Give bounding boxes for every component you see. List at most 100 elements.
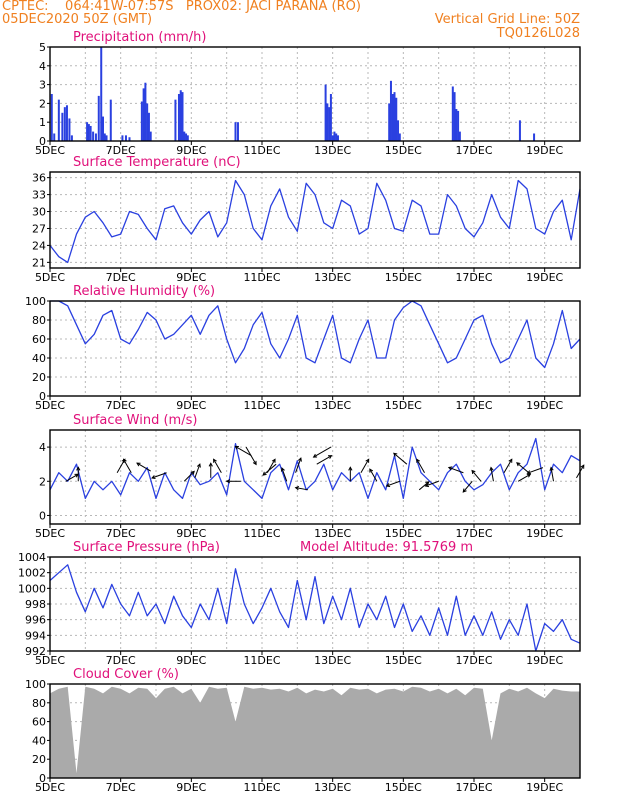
wind-arrowhead [365, 458, 370, 463]
precip-bar [457, 110, 460, 141]
y-tick-label: 36 [32, 172, 46, 185]
x-tick-label: 17DEC [455, 144, 492, 157]
precip-bar [336, 135, 339, 141]
panel-4: 0 2 4 5DEC 7DEC 9DEC 11DEC 13DEC 15DEC 17DEC 19DEC… [35, 413, 585, 540]
wind-vector [462, 480, 473, 493]
panel-frame [49, 171, 581, 269]
wind-arrowhead [280, 467, 285, 472]
precip-bar [329, 94, 332, 141]
panel-5: 992 994 996 998 1000 1002 1004 5DEC 7DEC 9DEC 11DE… [18, 540, 581, 667]
x-tick-label: 7DEC [106, 654, 136, 667]
precip-bar [50, 94, 53, 141]
wind-vector [235, 445, 252, 457]
x-tick-label: 13DEC [314, 399, 351, 412]
precip-bar [140, 101, 143, 141]
y-tick-label: 1004 [18, 551, 46, 564]
x-tick-label: 15DEC [385, 399, 422, 412]
y-tick-label: 0 [39, 772, 46, 785]
wind-vector [360, 459, 370, 473]
panel-6: 0 20 40 60 80 100 5DEC 7DEC 9DEC 11DEC 13DEC 15DEC 1… [25, 667, 581, 794]
wind-arrowhead [549, 466, 554, 471]
wind-arrowhead [516, 462, 521, 467]
y-tick-label: 3 [39, 79, 46, 92]
x-tick-label: 5DEC [35, 781, 65, 794]
panel-frame [49, 300, 581, 397]
wind-arrowhead [489, 466, 494, 471]
x-tick-label: 19DEC [526, 654, 563, 667]
precip-bar [57, 99, 60, 141]
precip-bar [92, 131, 95, 141]
y-tick-label: 4 [39, 60, 46, 73]
x-tick-label: 9DEC [176, 144, 206, 157]
y-tick-label: 40 [32, 734, 46, 747]
panel-3: 0 20 40 60 80 100 5DEC 7DEC 9DEC 11DEC 13DEC 15DEC 1… [25, 284, 581, 412]
y-tick-label: 998 [25, 598, 46, 611]
precip-bar [186, 135, 189, 141]
x-tick-label: 13DEC [314, 144, 351, 157]
x-tick-label: 9DEC [176, 399, 206, 412]
y-tick-label: 21 [32, 256, 46, 269]
wind-arrowhead [190, 470, 195, 475]
precip-bar [105, 135, 108, 141]
wind-arrowhead [208, 462, 213, 467]
precip-bar [326, 103, 329, 141]
panel-title: Surface Wind (m/s) [73, 413, 197, 428]
y-tick-label: 40 [32, 352, 46, 365]
precip-bar [333, 131, 336, 141]
wind-vector [295, 487, 309, 491]
wind-vector [386, 480, 400, 487]
wind-arrowhead [294, 486, 300, 491]
panel-frame [49, 683, 581, 779]
cloud-cover-area [50, 686, 580, 778]
x-tick-label: 11DEC [243, 527, 280, 540]
wind-vector [517, 473, 531, 482]
x-tick-label: 13DEC [314, 654, 351, 667]
wind-arrowhead [526, 473, 532, 478]
x-tick-label: 9DEC [176, 654, 206, 667]
y-tick-label: 60 [32, 333, 46, 346]
precip-bar [53, 133, 56, 141]
y-tick-label: 4 [39, 441, 46, 454]
x-tick-label: 15DEC [385, 271, 422, 284]
wind-arrowhead [580, 464, 585, 469]
x-tick-label: 17DEC [455, 654, 492, 667]
x-tick-label: 13DEC [314, 781, 351, 794]
x-tick-label: 11DEC [243, 654, 280, 667]
x-tick-label: 7DEC [106, 527, 136, 540]
wind-vector [183, 471, 195, 482]
x-tick-label: 7DEC [106, 271, 136, 284]
wind-vector [213, 459, 222, 473]
panel-title: Surface Temperature (nC) [73, 155, 241, 170]
wind-vector [471, 470, 482, 482]
wind-vector [369, 468, 378, 482]
y-tick-label: 60 [32, 716, 46, 729]
precip-bar [453, 92, 456, 141]
precip-bar [70, 135, 73, 141]
series-line [50, 300, 581, 369]
wind-arrowhead [225, 479, 231, 484]
wind-vector [123, 459, 132, 473]
y-tick-label: 992 [25, 645, 46, 658]
series-line [49, 564, 581, 652]
x-tick-label: 15DEC [385, 527, 422, 540]
precip-bar [181, 92, 184, 141]
precip-bar [89, 125, 92, 141]
y-tick-label: 5 [39, 41, 46, 54]
precip-bar [393, 92, 396, 141]
wind-arrowhead [151, 475, 156, 480]
wind-arrowhead [196, 463, 201, 468]
x-tick-label: 17DEC [455, 527, 492, 540]
wind-arrowhead [416, 458, 421, 463]
precip-bar [451, 86, 454, 141]
precip-bar [61, 112, 64, 141]
precip-bar [94, 133, 97, 141]
y-tick-label: 20 [32, 753, 46, 766]
wind-vector [516, 462, 530, 474]
wind-arrowhead [262, 471, 267, 476]
wind-vector [527, 467, 544, 474]
panel-frame [49, 429, 581, 525]
x-tick-label: 11DEC [243, 271, 280, 284]
wind-arrowhead [369, 468, 374, 473]
x-tick-label: 13DEC [314, 271, 351, 284]
